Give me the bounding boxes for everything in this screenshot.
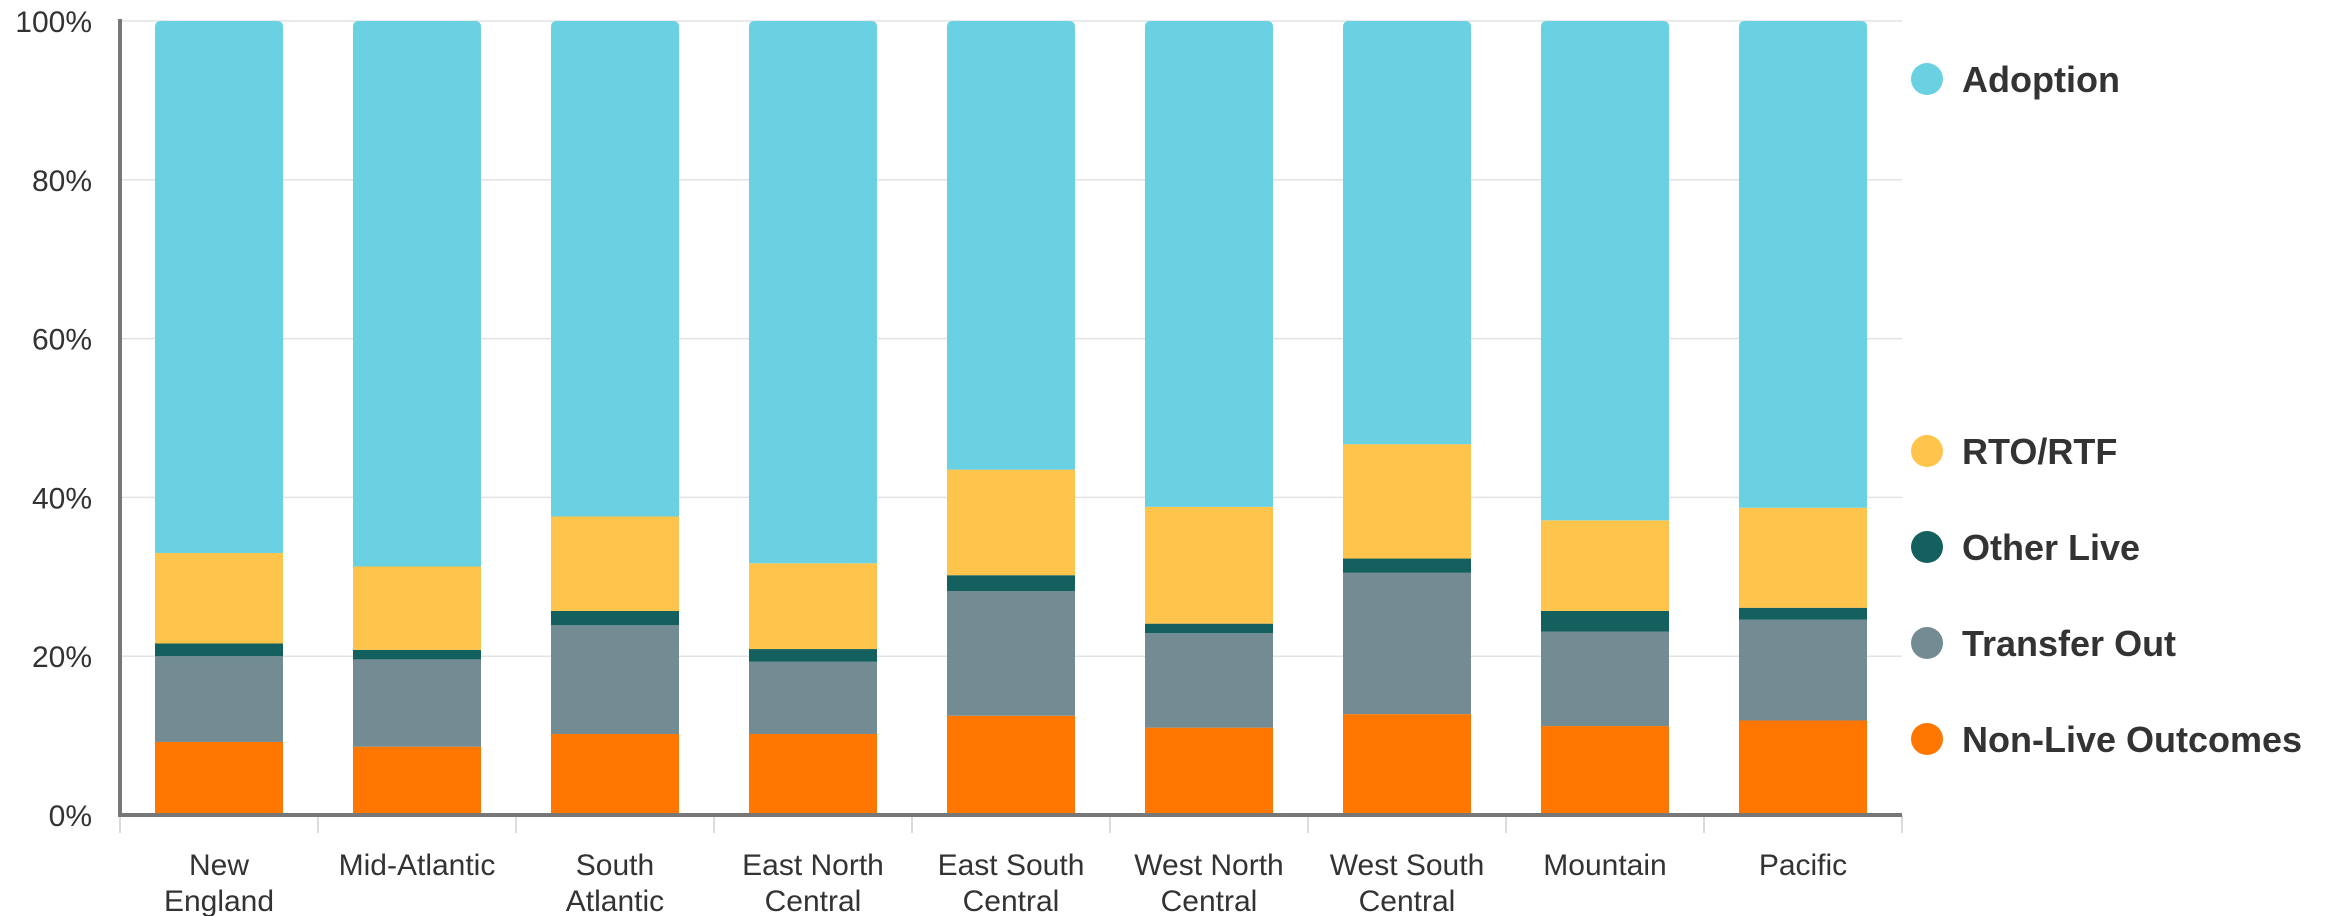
bar-segment-non-live-outcomes bbox=[1739, 720, 1867, 815]
bar-segment-other-live bbox=[155, 643, 283, 657]
legend-swatch-adoption bbox=[1911, 63, 1943, 95]
bar-segment-adoption bbox=[1739, 21, 1867, 508]
bar-segment-other-live bbox=[749, 649, 877, 662]
x-axis-labels: New England Mid-Atlantic South Atlantic East … bbox=[164, 849, 1847, 916]
bar-segment-rto-rtf bbox=[1541, 520, 1669, 611]
y-tick-label: 20% bbox=[32, 641, 92, 674]
legend: Adoption RTO/RTF Other Live Transfer Out Non… bbox=[1911, 59, 2302, 760]
bar-segment-other-live bbox=[1343, 558, 1471, 573]
legend-label-non-live-outcomes: Non-Live Outcomes bbox=[1962, 719, 2302, 760]
x-tick-label: South Atlantic bbox=[566, 849, 664, 916]
bar-segment-transfer-out bbox=[749, 661, 877, 735]
bar-segment-rto-rtf bbox=[353, 566, 481, 650]
bar-segment-rto-rtf bbox=[1145, 506, 1273, 624]
bar-segment-rto-rtf bbox=[1739, 507, 1867, 608]
bar-segment-other-live bbox=[353, 649, 481, 660]
bar-segment-other-live bbox=[1541, 610, 1669, 632]
bar-segment-other-live bbox=[947, 575, 1075, 592]
bar-segment-rto-rtf bbox=[947, 469, 1075, 576]
bar-segment-transfer-out bbox=[1739, 619, 1867, 721]
bar-segment-non-live-outcomes bbox=[551, 734, 679, 815]
bar-segment-transfer-out bbox=[155, 656, 283, 742]
x-tick-label: West North Central bbox=[1134, 849, 1284, 916]
legend-label-rto-rtf: RTO/RTF bbox=[1962, 431, 2117, 472]
y-tick-label: 100% bbox=[15, 6, 92, 39]
bar-segment-transfer-out bbox=[1343, 572, 1471, 715]
x-tick-label: West South Central bbox=[1330, 849, 1485, 916]
x-tick-label: New England bbox=[164, 849, 274, 916]
legend-label-adoption: Adoption bbox=[1962, 59, 2120, 100]
bar-segment-adoption bbox=[947, 21, 1075, 470]
bar-segment-adoption bbox=[551, 21, 679, 517]
legend-label-other-live: Other Live bbox=[1962, 527, 2140, 568]
bar-segment-non-live-outcomes bbox=[155, 741, 283, 815]
legend-swatch-rto-rtf bbox=[1911, 435, 1943, 467]
bar-segment-non-live-outcomes bbox=[947, 715, 1075, 815]
bar-segment-rto-rtf bbox=[1343, 444, 1471, 559]
bar-segment-adoption bbox=[749, 21, 877, 564]
legend-swatch-transfer-out bbox=[1911, 627, 1943, 659]
bar-segment-adoption bbox=[155, 21, 283, 553]
bar-segment-non-live-outcomes bbox=[1145, 727, 1273, 815]
bar-segment-non-live-outcomes bbox=[1343, 714, 1471, 815]
bar-segment-rto-rtf bbox=[749, 563, 877, 650]
x-tick-label: East North Central bbox=[742, 849, 884, 916]
x-tick-label: East South Central bbox=[938, 849, 1085, 916]
bar-segment-non-live-outcomes bbox=[1541, 726, 1669, 815]
x-tick-label: Mountain bbox=[1543, 849, 1666, 882]
bar-segment-transfer-out bbox=[1145, 633, 1273, 728]
bar-segment-adoption bbox=[1145, 21, 1273, 507]
bar-segment-other-live bbox=[1145, 623, 1273, 634]
y-tick-label: 80% bbox=[32, 165, 92, 198]
bar-segment-adoption bbox=[353, 21, 481, 567]
bar-segment-rto-rtf bbox=[155, 552, 283, 644]
bar-segment-transfer-out bbox=[947, 591, 1075, 716]
bar-segment-transfer-out bbox=[353, 659, 481, 747]
bars bbox=[155, 21, 1867, 815]
legend-label-transfer-out: Transfer Out bbox=[1962, 623, 2176, 664]
bar-segment-other-live bbox=[551, 610, 679, 626]
y-tick-label: 60% bbox=[32, 324, 92, 357]
x-tick-label: Pacific bbox=[1759, 849, 1847, 882]
legend-swatch-non-live-outcomes bbox=[1911, 723, 1943, 755]
bar-segment-other-live bbox=[1739, 607, 1867, 620]
x-tick-label: Mid-Atlantic bbox=[339, 849, 496, 882]
bar-segment-adoption bbox=[1343, 21, 1471, 445]
bar-segment-rto-rtf bbox=[551, 516, 679, 611]
bar-segment-non-live-outcomes bbox=[353, 746, 481, 815]
bar-segment-adoption bbox=[1541, 21, 1669, 521]
bar-segment-transfer-out bbox=[1541, 631, 1669, 727]
axes bbox=[118, 19, 1903, 833]
y-tick-label: 40% bbox=[32, 482, 92, 515]
y-tick-label: 0% bbox=[49, 800, 92, 833]
y-axis-ticks: 0% 20% 40% 60% 80% 100% bbox=[15, 6, 92, 833]
bar-segment-transfer-out bbox=[551, 625, 679, 735]
bar-segment-non-live-outcomes bbox=[749, 734, 877, 815]
legend-swatch-other-live bbox=[1911, 531, 1943, 563]
